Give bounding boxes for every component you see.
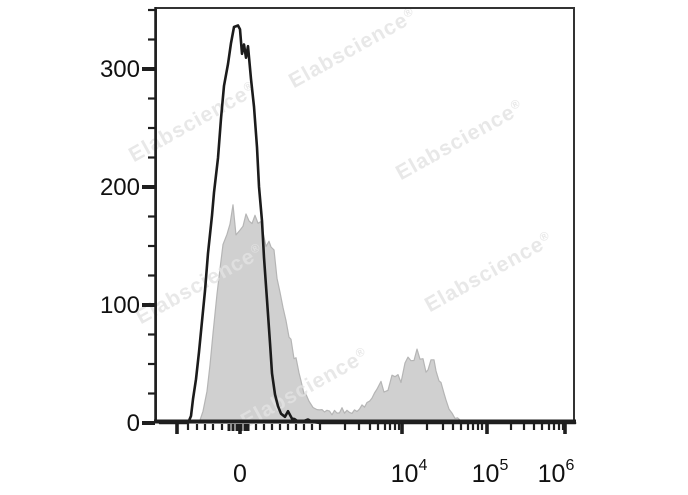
x-axis-minor-tick [195, 424, 199, 430]
x-axis-minor-tick [186, 424, 190, 430]
x-axis-minor-tick [522, 424, 526, 430]
x-axis-minor-tick [302, 424, 306, 430]
x-axis-minor-tick [383, 424, 387, 430]
y-axis-minor-tick [148, 8, 155, 12]
x-axis-minor-tick [547, 424, 551, 430]
x-axis-minor-tick [318, 424, 322, 430]
x-axis-minor-tick [294, 424, 298, 430]
x-axis-minor-tick [286, 424, 290, 430]
x-axis-cluster-tick [246, 424, 250, 431]
watermark-text: Elabscience® [421, 228, 557, 317]
x-axis-minor-tick [393, 424, 397, 430]
y-axis-minor-tick [148, 126, 155, 130]
registered-mark: ® [508, 96, 523, 113]
watermark-text: Elabscience® [285, 4, 421, 93]
x-axis-minor-tick [425, 424, 429, 430]
x-axis-major-tick [175, 424, 179, 434]
y-axis-minor-tick [148, 274, 155, 277]
y-axis-minor-tick [148, 392, 155, 395]
x-axis-cluster-tick [231, 424, 235, 431]
y-axis-minor-tick [148, 156, 155, 159]
watermark-layer: Elabscience®Elabscience®Elabscience®Elab… [125, 4, 557, 433]
x-axis-minor-tick [220, 424, 224, 430]
y-axis-major-tick [142, 185, 155, 189]
x-axis-minor-tick [254, 424, 258, 430]
x-axis-minor-tick [552, 424, 556, 430]
x-axis-label: 105 [472, 457, 509, 488]
registered-mark: ® [401, 4, 416, 21]
x-axis-minor-tick [466, 424, 470, 430]
tick-layer [142, 8, 567, 434]
y-axis-minor-tick [148, 362, 155, 366]
x-axis-cluster-tick [227, 424, 231, 431]
x-axis-minor-tick [471, 424, 475, 430]
x-axis-minor-tick [368, 424, 372, 430]
x-axis-minor-tick [310, 424, 314, 430]
y-axis-major-tick [142, 421, 155, 425]
y-axis-label: 0 [127, 410, 140, 437]
watermark-text: Elabscience® [392, 96, 528, 185]
x-axis-minor-tick [451, 424, 455, 430]
x-axis-label: 106 [538, 457, 575, 488]
x-axis-minor-tick [376, 424, 380, 430]
x-axis-cluster-tick [239, 424, 243, 431]
x-axis-minor-tick [270, 424, 274, 430]
x-axis-label-exponent: 5 [499, 457, 508, 474]
x-axis-major-tick [485, 424, 489, 434]
registered-mark: ® [241, 78, 256, 95]
x-axis-minor-tick [532, 424, 536, 430]
x-axis-minor-tick [343, 424, 347, 430]
x-axis-minor-tick [557, 424, 561, 430]
x-axis-label-exponent: 6 [565, 457, 574, 474]
y-axis-minor-tick [148, 333, 155, 336]
x-axis-label: 104 [391, 457, 428, 488]
x-axis-minor-tick [262, 424, 266, 430]
y-axis-minor-tick [148, 97, 155, 100]
registered-mark: ® [537, 228, 552, 245]
x-axis-major-tick [563, 424, 567, 434]
x-axis-label: 0 [233, 460, 247, 488]
x-axis-minor-tick [441, 424, 445, 430]
y-axis-major-tick [142, 303, 155, 307]
y-axis-label: 100 [100, 292, 140, 319]
x-axis-minor-tick [211, 424, 215, 430]
y-axis-label: 300 [100, 56, 140, 83]
x-axis-minor-tick [388, 424, 392, 430]
y-axis-minor-tick [148, 215, 155, 218]
y-axis-label: 200 [100, 174, 140, 201]
x-axis-minor-tick [476, 424, 480, 430]
x-axis-minor-tick [561, 424, 565, 430]
y-axis-minor-tick [148, 244, 155, 248]
x-axis-minor-tick [540, 424, 544, 430]
x-axis-major-tick [400, 424, 404, 434]
x-axis-minor-tick [357, 424, 361, 430]
x-axis-cluster-tick [235, 424, 239, 431]
x-axis-minor-tick [278, 424, 282, 430]
x-axis-minor-tick [480, 424, 484, 430]
x-axis-minor-tick [203, 424, 207, 430]
x-axis-minor-tick [459, 424, 463, 430]
gray-filled-histogram [179, 204, 576, 424]
y-axis-minor-tick [148, 38, 155, 41]
x-axis-label-exponent: 4 [418, 457, 427, 474]
x-axis-cluster-tick [243, 424, 247, 431]
y-axis-major-tick [142, 67, 155, 71]
registered-mark: ® [353, 344, 368, 361]
x-axis-minor-tick [397, 424, 401, 430]
watermark-text: Elabscience® [125, 78, 261, 167]
x-axis-minor-tick [509, 424, 513, 430]
